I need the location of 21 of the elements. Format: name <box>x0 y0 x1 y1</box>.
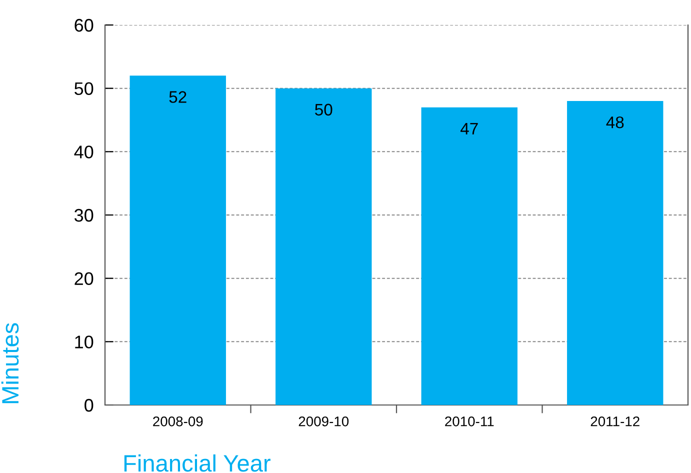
y-tick-label: 0 <box>84 398 94 412</box>
bar <box>130 76 226 405</box>
x-tick-label: 2010-11 <box>445 416 494 426</box>
y-tick-label: 60 <box>74 18 94 32</box>
x-tick-label: 2009-10 <box>298 416 349 426</box>
data-label: 50 <box>315 104 332 116</box>
data-label: 48 <box>606 116 624 128</box>
data-label: 52 <box>169 91 186 103</box>
y-tick-label: 20 <box>74 272 94 286</box>
x-tick-label: 2011-12 <box>590 416 640 426</box>
y-tick-label: 30 <box>74 208 94 222</box>
bar <box>276 88 372 405</box>
y-tick-label: 10 <box>75 336 94 348</box>
bar <box>567 101 664 405</box>
y-tick-label: 40 <box>74 146 94 158</box>
y-axis-title: Minutes <box>1 323 19 404</box>
y-tick-label: 50 <box>74 82 94 96</box>
data-label: 47 <box>460 122 478 134</box>
x-axis-title: Financial Year <box>124 454 270 472</box>
bar <box>421 107 518 405</box>
x-tick-label: 2008-09 <box>153 416 203 426</box>
